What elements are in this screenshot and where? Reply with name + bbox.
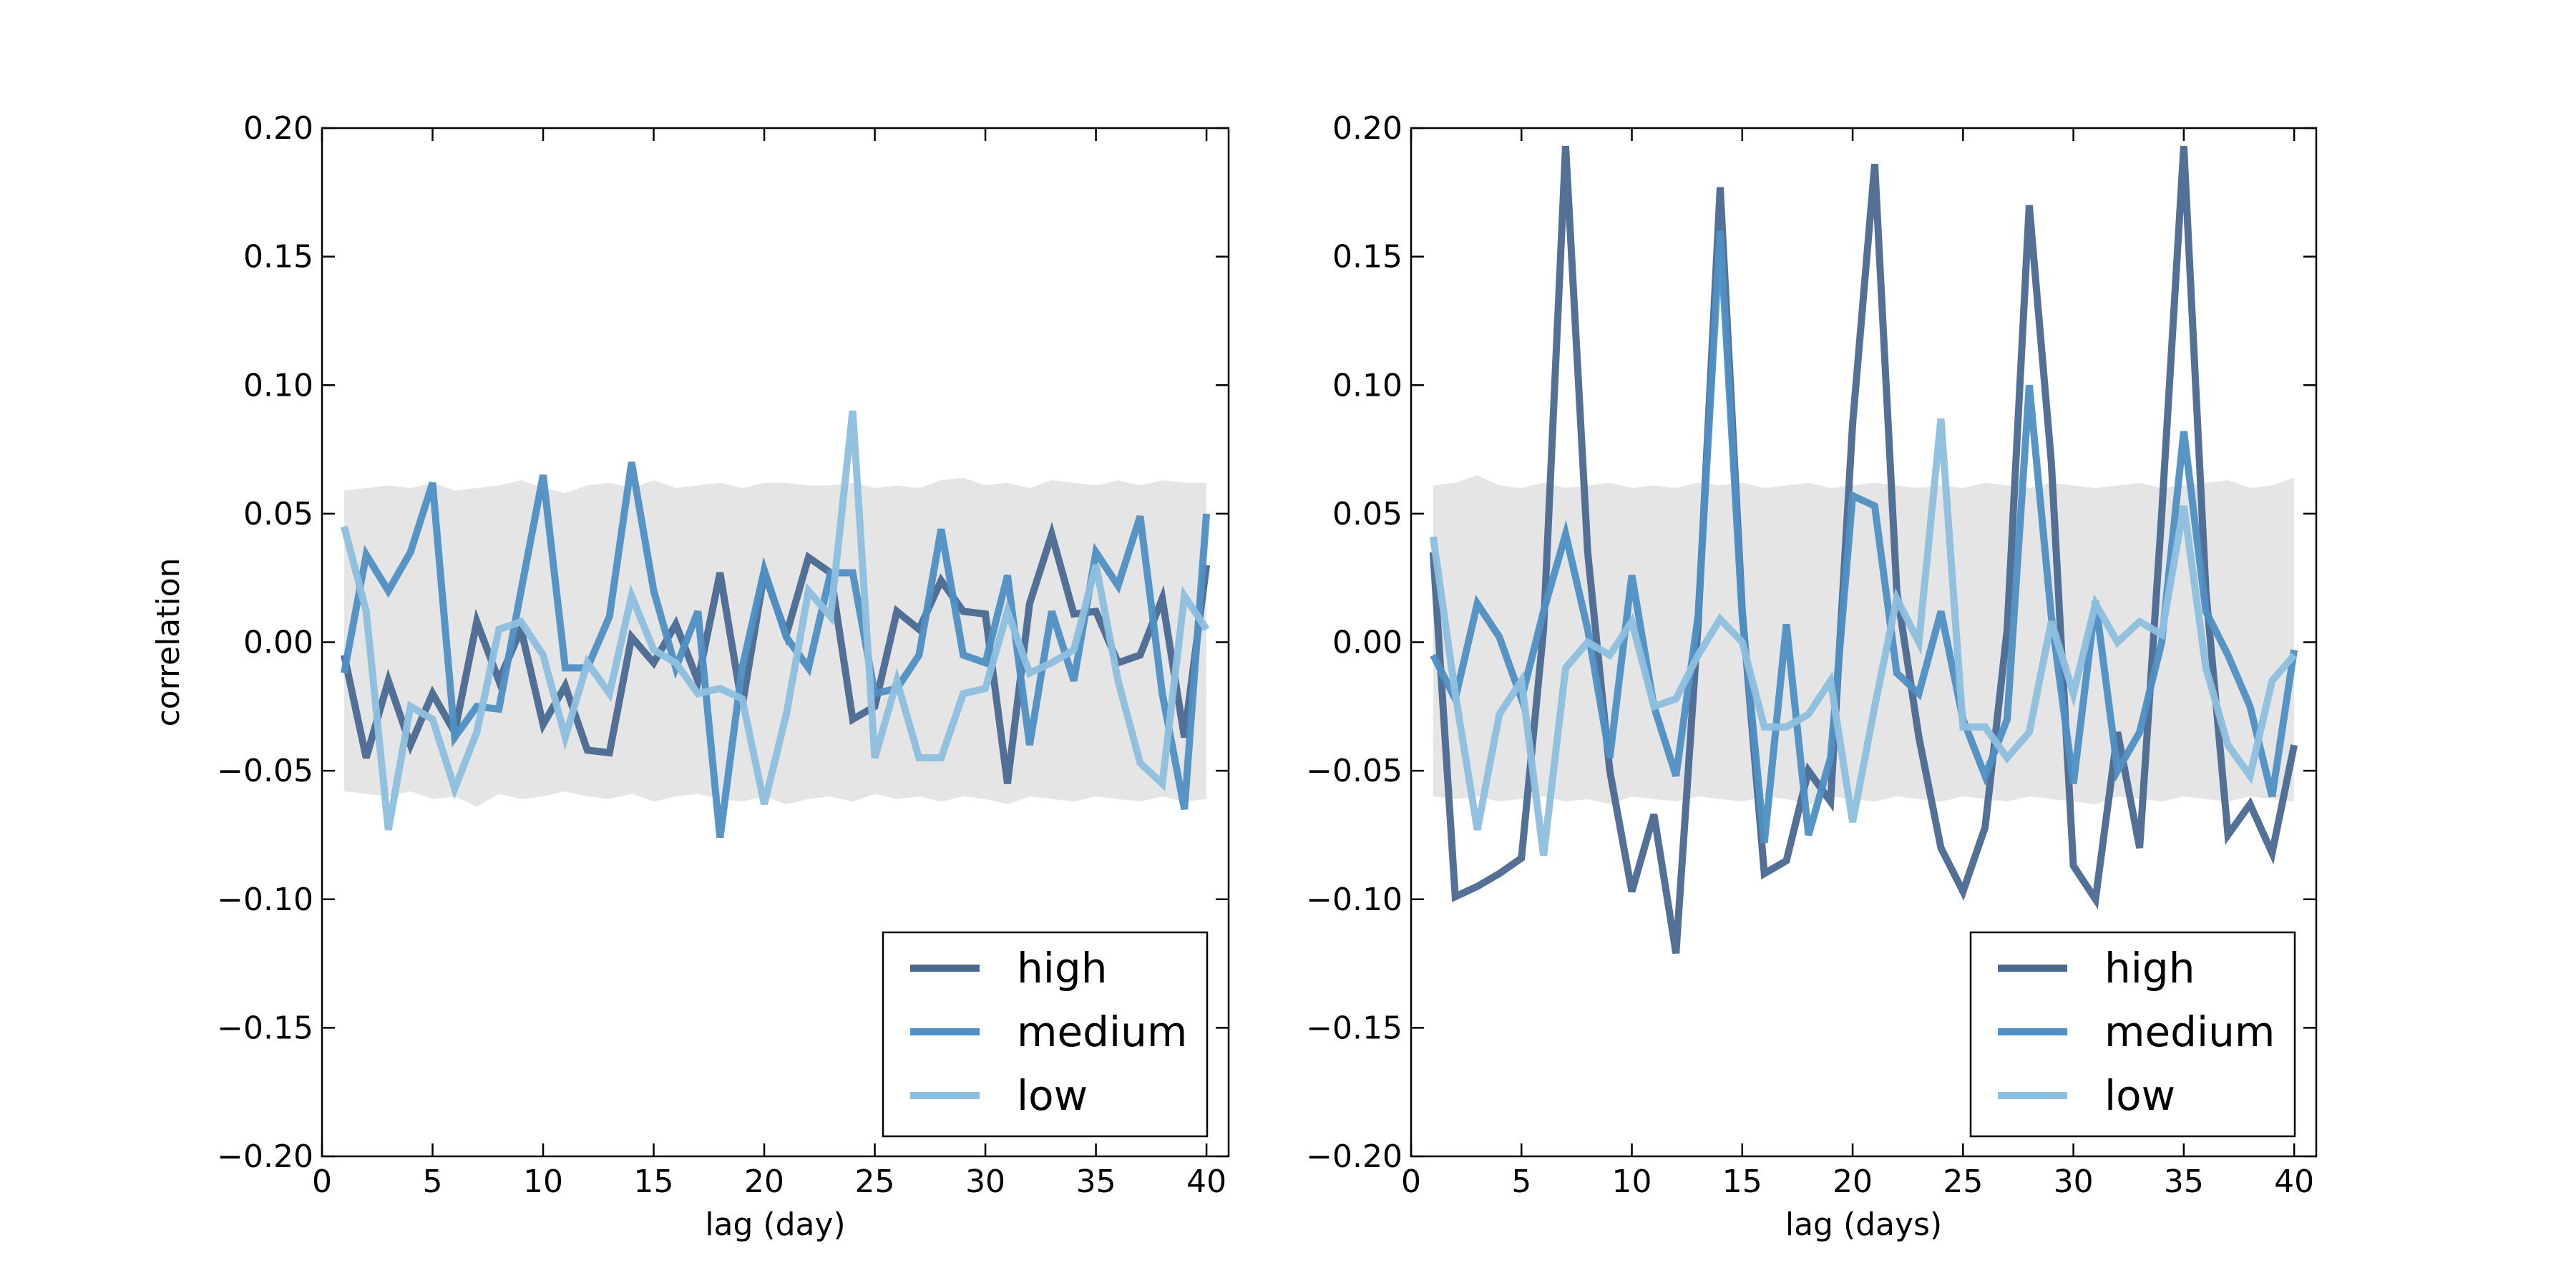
y-tick-label: 0.10 [1332, 367, 1402, 404]
line-series [340, 462, 1211, 839]
x-tick-label: 25 [1943, 1163, 1983, 1200]
y-tick-label: 0.20 [243, 110, 313, 147]
legend-label: low [1017, 1071, 1088, 1120]
x-tick-label: 25 [855, 1163, 895, 1200]
line-series [341, 410, 1210, 831]
y-tick-label: 0.05 [243, 496, 313, 532]
line-series [1430, 230, 2298, 844]
legend-label: low [2104, 1071, 2175, 1120]
legend: high medium low [1969, 931, 2296, 1138]
y-tick-label: 0.05 [1332, 496, 1402, 532]
y-tick-label: −0.20 [217, 1138, 313, 1175]
x-tick-label: 0 [312, 1163, 332, 1200]
legend-label: medium [1017, 1008, 1187, 1056]
subplot: −0.20 −0.15 −0.10 −0.05 0.00 0.05 0.10 0.15 0.20… [1306, 110, 2318, 1243]
y-tick-label: −0.10 [1306, 882, 1402, 918]
y-tick-label: −0.05 [1306, 753, 1402, 789]
x-tick-label: 30 [965, 1163, 1005, 1200]
subplot: −0.20 −0.15 −0.10 −0.05 0.00 0.05 0.10 0.15 0.20… [150, 110, 1230, 1243]
y-tick-label: 0.20 [1332, 110, 1402, 147]
legend-label: medium [2104, 1008, 2275, 1056]
x-tick-label: 5 [1511, 1163, 1531, 1200]
x-tick-label: 40 [1186, 1163, 1226, 1200]
x-tick-label: 0 [1401, 1163, 1421, 1200]
x-tick-label: 40 [2274, 1163, 2314, 1200]
y-tick-label: 0.15 [243, 239, 313, 275]
x-tick-label: 10 [1612, 1163, 1652, 1200]
y-tick-label: −0.15 [217, 1010, 313, 1046]
y-tick-label: −0.10 [217, 882, 313, 918]
x-tick-label: 15 [1722, 1163, 1762, 1200]
x-tick-label: 10 [523, 1163, 563, 1200]
x-axis-label: lag (days) [1785, 1206, 1942, 1243]
y-axis-label: correlation [150, 557, 187, 726]
x-tick-label: 15 [634, 1163, 674, 1200]
y-tick-label: 0.00 [1332, 625, 1402, 661]
y-tick-label: 0.10 [243, 367, 313, 404]
x-tick-label: 20 [1833, 1163, 1873, 1200]
legend: high medium low [882, 931, 1209, 1138]
legend-label: high [2104, 944, 2195, 992]
legend-label: high [1017, 944, 1107, 992]
x-tick-label: 20 [744, 1163, 784, 1200]
x-axis-label: lag (day) [705, 1206, 845, 1243]
x-tick-label: 35 [2164, 1163, 2204, 1200]
y-tick-label: −0.20 [1306, 1138, 1402, 1175]
y-tick-label: 0.15 [1332, 239, 1402, 275]
x-tick-label: 35 [1076, 1163, 1116, 1200]
y-tick-label: −0.15 [1306, 1010, 1402, 1046]
line-series [1429, 418, 2297, 857]
x-tick-label: 30 [2054, 1163, 2094, 1200]
y-tick-label: −0.05 [217, 753, 313, 789]
x-tick-label: 5 [423, 1163, 443, 1200]
y-tick-label: 0.00 [243, 625, 313, 661]
